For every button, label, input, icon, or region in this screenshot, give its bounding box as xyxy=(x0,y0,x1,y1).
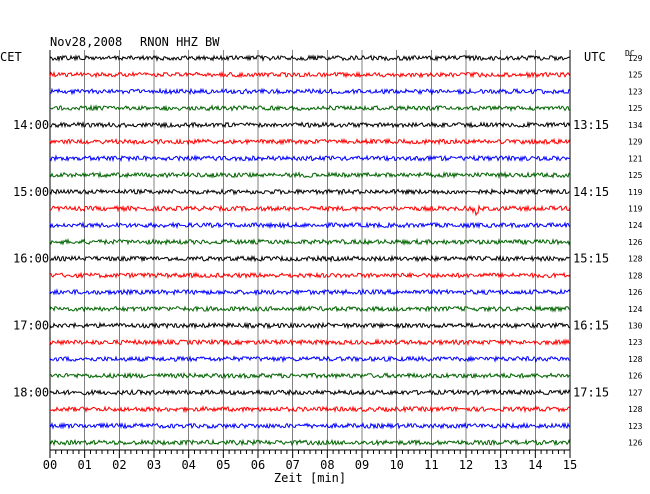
trace-labels: 14:00 15:00 16:00 17:00 18:00 13:15 14:15 15:15… xyxy=(13,54,643,448)
x-tick-label: 08 xyxy=(320,458,334,472)
utc-hour-label: 14:15 xyxy=(573,185,609,199)
cet-hour-label: 15:00 xyxy=(13,185,49,199)
x-tick-label: 03 xyxy=(147,458,161,472)
utc-hour-label: 17:15 xyxy=(573,385,609,399)
station-label: RNON HHZ BW xyxy=(140,35,220,49)
dc-offset-label: 124 xyxy=(628,305,643,314)
dc-offset-label: 129 xyxy=(628,54,643,63)
dc-offset-label: 126 xyxy=(628,288,643,297)
trace-9 xyxy=(49,187,571,196)
x-tick-label: 10 xyxy=(389,458,403,472)
x-tick-label: 04 xyxy=(181,458,195,472)
dc-offset-label: 134 xyxy=(628,121,643,130)
cet-hour-label: 18:00 xyxy=(13,385,49,399)
dc-label: DC xyxy=(625,49,635,58)
dc-offset-label: 128 xyxy=(628,255,643,264)
x-tick-label: 14 xyxy=(528,458,542,472)
trace-21 xyxy=(49,388,571,397)
dc-offset-label: 128 xyxy=(628,355,643,364)
cet-hour-label: 17:00 xyxy=(13,319,49,333)
dc-offset-label: 130 xyxy=(628,322,643,331)
utc-hour-label: 15:15 xyxy=(573,252,609,266)
x-tick-label: 02 xyxy=(112,458,126,472)
cet-hour-label: 14:00 xyxy=(13,118,49,132)
trace-17 xyxy=(49,321,571,330)
dc-offset-label: 129 xyxy=(628,138,643,147)
trace-18 xyxy=(49,338,571,347)
utc-hour-label: 16:15 xyxy=(573,319,609,333)
x-axis-label: Zeit [min] xyxy=(274,471,346,485)
trace-8 xyxy=(49,170,571,180)
trace-11 xyxy=(49,221,571,230)
dc-offset-label: 123 xyxy=(628,338,643,347)
dc-offset-label: 125 xyxy=(628,104,643,113)
dc-offset-label: 125 xyxy=(628,171,643,180)
dc-offset-label: 128 xyxy=(628,271,643,280)
dc-offset-label: 123 xyxy=(628,422,643,431)
x-tick-label: 05 xyxy=(216,458,230,472)
trace-15 xyxy=(49,288,571,297)
date-label: Nov28,2008 xyxy=(50,35,122,49)
trace-10 xyxy=(49,204,571,217)
trace-14 xyxy=(49,271,571,280)
seismic-traces xyxy=(49,54,571,447)
trace-19 xyxy=(49,355,571,364)
x-tick-label: 11 xyxy=(424,458,438,472)
trace-24 xyxy=(49,438,571,447)
x-tick-label: 06 xyxy=(251,458,265,472)
trace-1 xyxy=(49,54,571,63)
dc-offset-label: 119 xyxy=(628,188,643,197)
trace-6 xyxy=(49,137,571,146)
dc-offset-label: 127 xyxy=(628,388,643,397)
utc-hour-label: 13:15 xyxy=(573,118,609,132)
dc-offset-label: 126 xyxy=(628,439,643,448)
x-tick-label: 09 xyxy=(355,458,369,472)
cet-hour-label: 16:00 xyxy=(13,252,49,266)
dc-offset-label: 121 xyxy=(628,154,643,163)
dc-offset-label: 124 xyxy=(628,221,643,230)
dc-offset-label: 128 xyxy=(628,405,643,414)
trace-2 xyxy=(49,70,571,79)
x-tick-label: 00 xyxy=(43,458,57,472)
trace-12 xyxy=(49,237,571,247)
x-tick-label: 07 xyxy=(285,458,299,472)
trace-22 xyxy=(49,405,571,414)
x-tick-label: 15 xyxy=(563,458,577,472)
trace-5 xyxy=(49,120,571,129)
dc-offset-label: 125 xyxy=(628,71,643,80)
dc-offset-label: 126 xyxy=(628,372,643,381)
x-tick-label: 13 xyxy=(493,458,507,472)
trace-7 xyxy=(49,154,571,163)
dc-offset-label: 119 xyxy=(628,204,643,213)
dc-offset-label: 123 xyxy=(628,87,643,96)
dc-offset-label: 126 xyxy=(628,238,643,247)
trace-4 xyxy=(49,104,571,113)
time-axis: 00 01 02 03 04 05 06 07 08 09 10 11 12 13 14 15 xyxy=(43,450,577,472)
trace-20 xyxy=(49,371,571,380)
left-timezone-label: CET xyxy=(0,50,22,64)
trace-16 xyxy=(49,305,571,313)
right-timezone-label: UTC xyxy=(584,50,606,64)
x-tick-label: 12 xyxy=(459,458,473,472)
trace-23 xyxy=(49,421,571,430)
x-tick-label: 01 xyxy=(77,458,91,472)
trace-3 xyxy=(49,87,571,96)
trace-13 xyxy=(49,254,571,263)
